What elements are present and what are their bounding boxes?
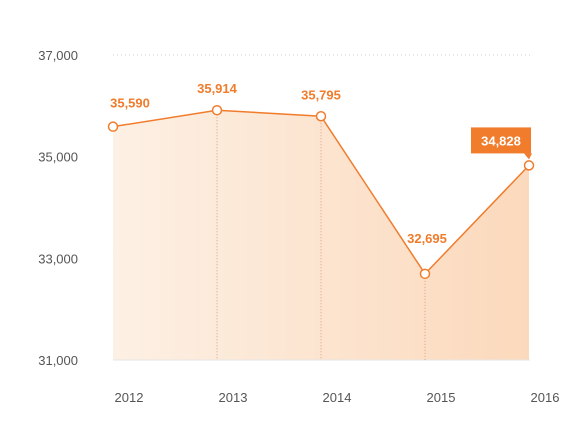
x-tick-label: 2014: [323, 390, 352, 405]
highlight-callout-pointer: [524, 153, 532, 160]
x-tick-label: 2015: [427, 390, 456, 405]
y-axis-ticks: 31,000 33,000 35,000 37,000: [38, 48, 78, 368]
data-point-2015: [419, 268, 431, 280]
data-point-2012: [107, 121, 119, 132]
y-tick-label: 31,000: [38, 353, 78, 368]
data-label: 35,914: [197, 81, 238, 96]
highlight-callout-box: [471, 127, 531, 154]
y-tick-label: 33,000: [38, 251, 78, 266]
y-tick-label: 37,000: [38, 48, 78, 63]
data-point-2016: [523, 160, 535, 171]
data-label-highlight: 34,828: [481, 133, 521, 148]
x-axis-ticks: 2012 2013 2014 2015 2016: [115, 390, 560, 405]
y-tick-label: 35,000: [38, 150, 78, 165]
drop-lines: [216, 114, 426, 360]
x-tick-label: 2012: [115, 390, 144, 405]
x-tick-label: 2016: [531, 390, 560, 405]
data-point-2014: [315, 111, 327, 122]
data-point-2013: [211, 104, 223, 116]
data-label: 35,590: [110, 96, 150, 111]
x-tick-label: 2013: [219, 390, 248, 405]
data-points: [107, 104, 535, 280]
data-label: 35,795: [301, 87, 341, 102]
data-labels: 35,590 35,914 35,795 32,695 34,828: [110, 81, 532, 246]
data-label: 32,695: [407, 231, 447, 246]
